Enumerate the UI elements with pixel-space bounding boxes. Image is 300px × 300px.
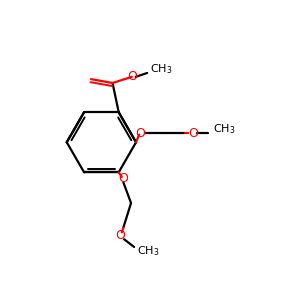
- Text: O: O: [127, 70, 137, 83]
- Text: CH$_3$: CH$_3$: [213, 122, 236, 136]
- Text: O: O: [118, 172, 128, 185]
- Text: O: O: [115, 229, 125, 242]
- Text: CH$_3$: CH$_3$: [137, 244, 160, 258]
- Text: O: O: [136, 127, 146, 140]
- Text: O: O: [188, 127, 198, 140]
- Text: CH$_3$: CH$_3$: [150, 62, 173, 76]
